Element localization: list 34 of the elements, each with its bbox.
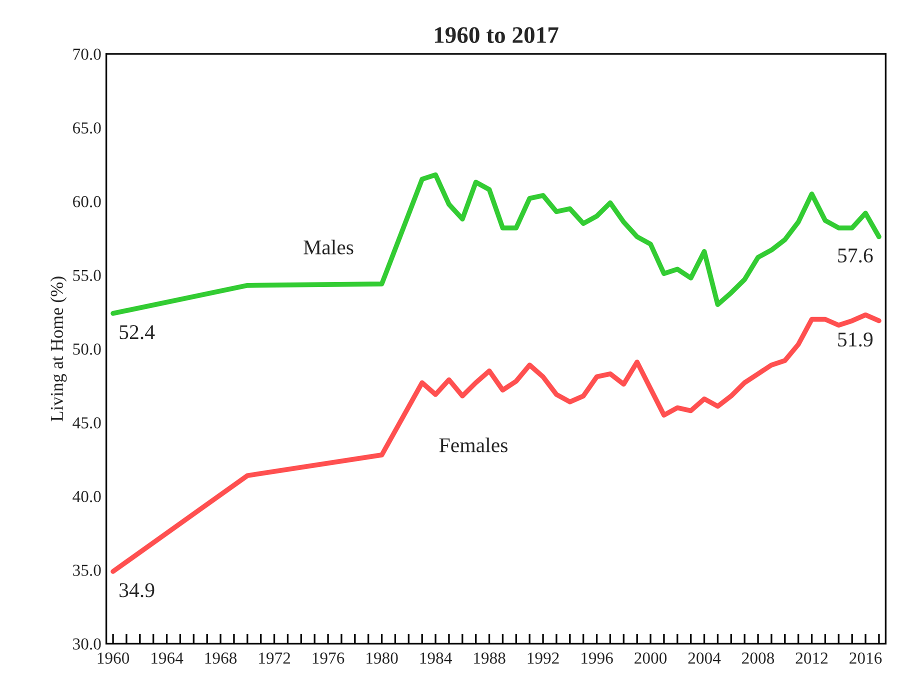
data-label: 34.9 (120, 583, 154, 598)
x-tick-label: 1984 (420, 652, 452, 664)
x-tick-label: 1988 (474, 652, 506, 664)
x-tick-label: 2008 (742, 652, 774, 664)
x-tick-label: 1976 (312, 652, 344, 664)
data-label: 57.6 (838, 248, 873, 263)
x-tick-label: 1964 (152, 652, 184, 664)
x-tick-label: 2012 (796, 652, 828, 664)
data-label: 52.4 (120, 325, 155, 340)
y-tick-label: 70.0 (73, 48, 101, 60)
y-tick-label: 35.0 (73, 564, 101, 576)
x-tick-label: 1968 (205, 652, 237, 664)
y-tick-label: 60.0 (73, 196, 101, 208)
text: Females (439, 438, 508, 452)
x-tick-label: 1972 (259, 652, 290, 664)
x-tick-label: 2016 (850, 652, 882, 664)
y-tick-label: 65.0 (73, 122, 101, 134)
x-tick-label: 2004 (688, 652, 721, 664)
y-tick-label: 30.0 (73, 638, 101, 650)
x-tick-label: 1996 (582, 652, 613, 664)
series-label: Males (304, 240, 354, 254)
chart-title: 1960 to 2017 (434, 27, 558, 44)
x-tick-label: 2000 (634, 652, 667, 664)
data-label: 51.9 (838, 332, 873, 347)
y-tick-label: 50.0 (73, 343, 101, 355)
y-tick-label: 45.0 (72, 417, 101, 429)
line-series (110, 172, 882, 316)
y-tick-label: 55.0 (73, 270, 101, 282)
line-series (110, 312, 882, 574)
y-axis-title: Living at Home (%) (50, 276, 67, 422)
y-tick-label: 40.0 (72, 490, 101, 502)
x-tick-label: 1980 (366, 652, 398, 664)
x-tick-label: 1960 (98, 652, 130, 664)
x-tick-label: 1992 (528, 652, 559, 664)
